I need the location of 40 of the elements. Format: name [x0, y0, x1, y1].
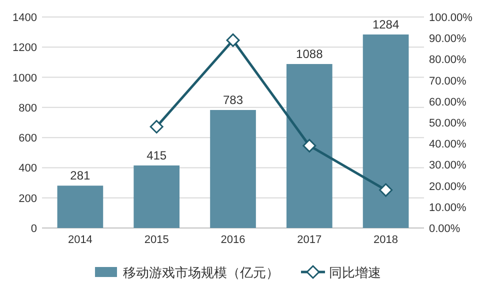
x-tick-label: 2017 — [297, 234, 322, 246]
bar — [134, 165, 180, 228]
y2-tick-label: 90.00% — [429, 33, 467, 46]
bar — [57, 186, 104, 228]
y2-tick-label: 80.00% — [429, 54, 467, 66]
y-tick-label: 1000 — [12, 72, 37, 84]
y-tick-label: 600 — [18, 132, 37, 145]
point — [226, 33, 240, 47]
y2-tick-label: 60.00% — [429, 96, 467, 108]
data-label: 1088 — [296, 47, 324, 62]
y-tick-label: 1200 — [12, 42, 37, 54]
y2-tick-label: 20.00% — [429, 180, 467, 193]
bar — [362, 34, 409, 228]
x-tick-label: 2014 — [68, 234, 92, 246]
y2-tick-label: 30.00% — [429, 160, 467, 172]
y-tick-label: 200 — [18, 192, 37, 205]
y-tick-label: 800 — [18, 102, 37, 114]
y2-tick-label: 50.00% — [429, 118, 467, 130]
y2-tick-label: 10.00% — [429, 202, 467, 214]
point — [150, 120, 164, 134]
y2-tick-label: 100.00% — [429, 12, 473, 24]
x-tick-label: 2016 — [220, 234, 246, 246]
bar — [210, 110, 256, 228]
data-label: 783 — [222, 92, 244, 107]
data-label: 1284 — [372, 17, 400, 32]
legend-label: 移动游戏市场规模（亿元） — [123, 266, 279, 281]
bar — [286, 64, 332, 228]
data-label: 281 — [70, 168, 91, 183]
point — [379, 183, 393, 197]
y-tick-label: 400 — [18, 162, 37, 175]
legend-label: 同比增速 — [329, 266, 381, 281]
data-label: 415 — [146, 148, 167, 162]
y-tick-label: 0 — [30, 223, 37, 235]
y2-tick-label: 70.00% — [429, 75, 467, 88]
x-tick-label: 2015 — [144, 234, 169, 246]
point — [302, 138, 316, 152]
y2-tick-label: 40.00% — [429, 138, 467, 151]
y2-tick-label: 0.00% — [429, 223, 460, 235]
y-tick-label: 1400 — [12, 12, 37, 24]
x-tick-label: 2018 — [374, 234, 398, 246]
